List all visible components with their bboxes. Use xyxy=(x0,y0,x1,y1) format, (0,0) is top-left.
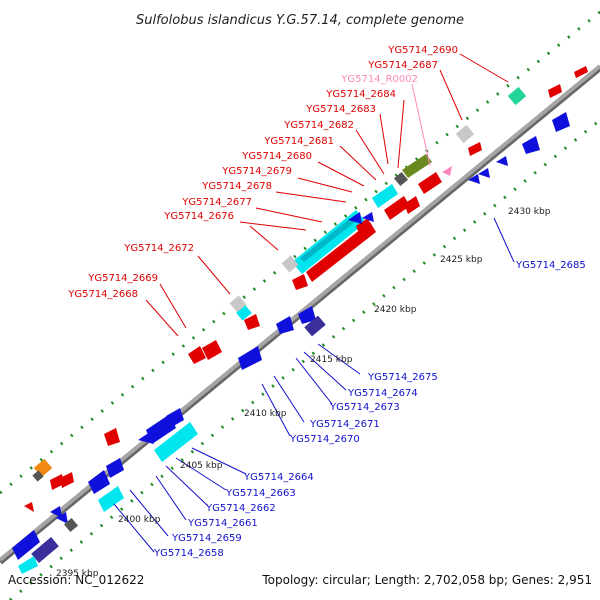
gene-forward[interactable] xyxy=(468,142,482,156)
gene-reverse[interactable] xyxy=(18,556,38,574)
gene-forward[interactable] xyxy=(507,86,527,106)
gene-label-2690[interactable]: YG5714_2690 xyxy=(387,45,458,56)
gene-reverse[interactable] xyxy=(88,470,110,494)
gene-forward[interactable] xyxy=(455,124,475,144)
gene-label-2680[interactable]: YG5714_2680 xyxy=(241,151,312,162)
gene-label-2675[interactable]: YG5714_2675 xyxy=(367,372,438,383)
gene-label-2659[interactable]: YG5714_2659 xyxy=(171,533,242,544)
gene-forward[interactable] xyxy=(372,184,398,208)
gene-forward[interactable] xyxy=(306,222,376,282)
gene-label-2663[interactable]: YG5714_2663 xyxy=(225,488,296,499)
gene-forward[interactable] xyxy=(236,305,252,321)
gene-label-2674[interactable]: YG5714_2674 xyxy=(347,388,418,399)
gene-reverse[interactable] xyxy=(154,422,198,462)
gene-forward[interactable] xyxy=(32,470,44,482)
gene-label-2662[interactable]: YG5714_2662 xyxy=(205,503,276,514)
inner-dotted-track xyxy=(9,118,600,600)
gene-label-2672[interactable]: YG5714_2672 xyxy=(123,243,194,254)
gene-label-2658[interactable]: YG5714_2658 xyxy=(153,548,224,559)
gene-reverse[interactable] xyxy=(276,316,294,334)
gene-reverse[interactable] xyxy=(63,517,79,533)
gene-label-2661[interactable]: YG5714_2661 xyxy=(187,518,258,529)
gene-forward[interactable] xyxy=(574,66,588,78)
gene-reverse[interactable] xyxy=(12,530,40,560)
scale-tick-2430: 2430 kbp xyxy=(508,207,551,217)
gene-label-2670[interactable]: YG5714_2670 xyxy=(289,434,360,445)
gene-forward-rna[interactable] xyxy=(442,166,452,176)
topology-text: Topology: circular; Length: 2,702,058 bp… xyxy=(262,573,592,587)
gene-label-2668[interactable]: YG5714_2668 xyxy=(67,289,138,300)
rna-callout-line xyxy=(411,83,431,167)
gene-label-2678[interactable]: YG5714_2678 xyxy=(201,181,272,192)
scale-tick-2415: 2415 kbp xyxy=(310,355,353,365)
gene-reverse[interactable] xyxy=(522,136,540,154)
gene-label-2682[interactable]: YG5714_2682 xyxy=(283,120,354,131)
gene-reverse[interactable] xyxy=(496,156,508,166)
reverse-gene-labels: YG5714_2685 YG5714_2675 YG5714_2674 YG57… xyxy=(153,260,586,559)
gene-reverse[interactable] xyxy=(50,506,62,518)
scale-tick-2410: 2410 kbp xyxy=(244,409,287,419)
gene-reverse[interactable] xyxy=(362,212,374,222)
gene-forward[interactable] xyxy=(356,218,372,236)
gene-label-2671[interactable]: YG5714_2671 xyxy=(309,419,380,430)
gene-label-2677[interactable]: YG5714_2677 xyxy=(181,197,252,208)
scale-tick-2400: 2400 kbp xyxy=(118,515,161,525)
gene-forward[interactable] xyxy=(402,154,432,178)
gene-reverse[interactable] xyxy=(552,112,570,132)
gene-label-2684[interactable]: YG5714_2684 xyxy=(325,89,396,100)
gene-forward[interactable] xyxy=(418,172,442,194)
scale-tick-2405: 2405 kbp xyxy=(180,461,223,471)
gene-forward[interactable] xyxy=(202,340,222,360)
gene-forward[interactable] xyxy=(188,346,206,364)
gene-label-2679[interactable]: YG5714_2679 xyxy=(221,166,292,177)
gene-forward[interactable] xyxy=(384,196,410,220)
gene-forward[interactable] xyxy=(393,171,409,187)
gene-label-2669[interactable]: YG5714_2669 xyxy=(87,273,158,284)
gene-label-r0002[interactable]: YG5714_R0002 xyxy=(340,74,418,85)
gene-forward[interactable] xyxy=(244,314,260,330)
gene-forward[interactable] xyxy=(24,502,34,512)
gene-label-2687[interactable]: YG5714_2687 xyxy=(367,60,438,71)
gene-reverse[interactable] xyxy=(138,432,154,444)
dotted-tracks xyxy=(0,10,600,600)
gene-reverse[interactable] xyxy=(348,212,362,224)
forward-callout-lines xyxy=(145,53,509,337)
gene-reverse[interactable] xyxy=(304,315,326,337)
forward-gene-labels: YG5714_2690 YG5714_2687 YG5714_R0002 YG5… xyxy=(67,45,458,300)
gene-reverse[interactable] xyxy=(238,346,262,370)
gene-forward[interactable] xyxy=(404,196,420,214)
gene-forward[interactable] xyxy=(292,274,308,290)
scale-ticks: 2395 kbp 2400 kbp 2405 kbp 2410 kbp 2415… xyxy=(56,207,551,579)
gene-reverse[interactable] xyxy=(31,537,59,563)
gene-forward[interactable] xyxy=(281,255,299,273)
reverse-genes xyxy=(12,112,570,574)
map-title: Sulfolobus islandicus Y.G.57.14, complet… xyxy=(136,13,464,28)
gene-label-2664[interactable]: YG5714_2664 xyxy=(243,472,314,483)
accession-text: Accession: NC_012622 xyxy=(8,573,145,587)
gene-label-2685[interactable]: YG5714_2685 xyxy=(515,260,586,271)
scale-tick-2425: 2425 kbp xyxy=(440,255,483,265)
gene-label-2681[interactable]: YG5714_2681 xyxy=(263,136,334,147)
gene-reverse[interactable] xyxy=(468,174,480,184)
gene-forward-inner xyxy=(300,214,360,262)
gene-forward[interactable] xyxy=(60,472,74,488)
gene-label-2683[interactable]: YG5714_2683 xyxy=(305,104,376,115)
gene-forward[interactable] xyxy=(548,84,562,98)
scale-tick-2395: 2395 kbp xyxy=(56,569,99,579)
gene-reverse[interactable] xyxy=(298,306,316,324)
forward-genes xyxy=(24,66,588,512)
gene-reverse[interactable] xyxy=(166,408,184,428)
reverse-callout-lines xyxy=(113,217,515,553)
gene-reverse[interactable] xyxy=(98,486,124,512)
scale-tick-2420: 2420 kbp xyxy=(374,305,417,315)
gene-label-2676[interactable]: YG5714_2676 xyxy=(163,211,234,222)
gene-label-2673[interactable]: YG5714_2673 xyxy=(329,402,400,413)
gene-reverse[interactable] xyxy=(106,458,124,478)
gene-forward[interactable] xyxy=(104,428,120,446)
gene-reverse[interactable] xyxy=(56,512,68,524)
gene-reverse[interactable] xyxy=(478,168,490,178)
